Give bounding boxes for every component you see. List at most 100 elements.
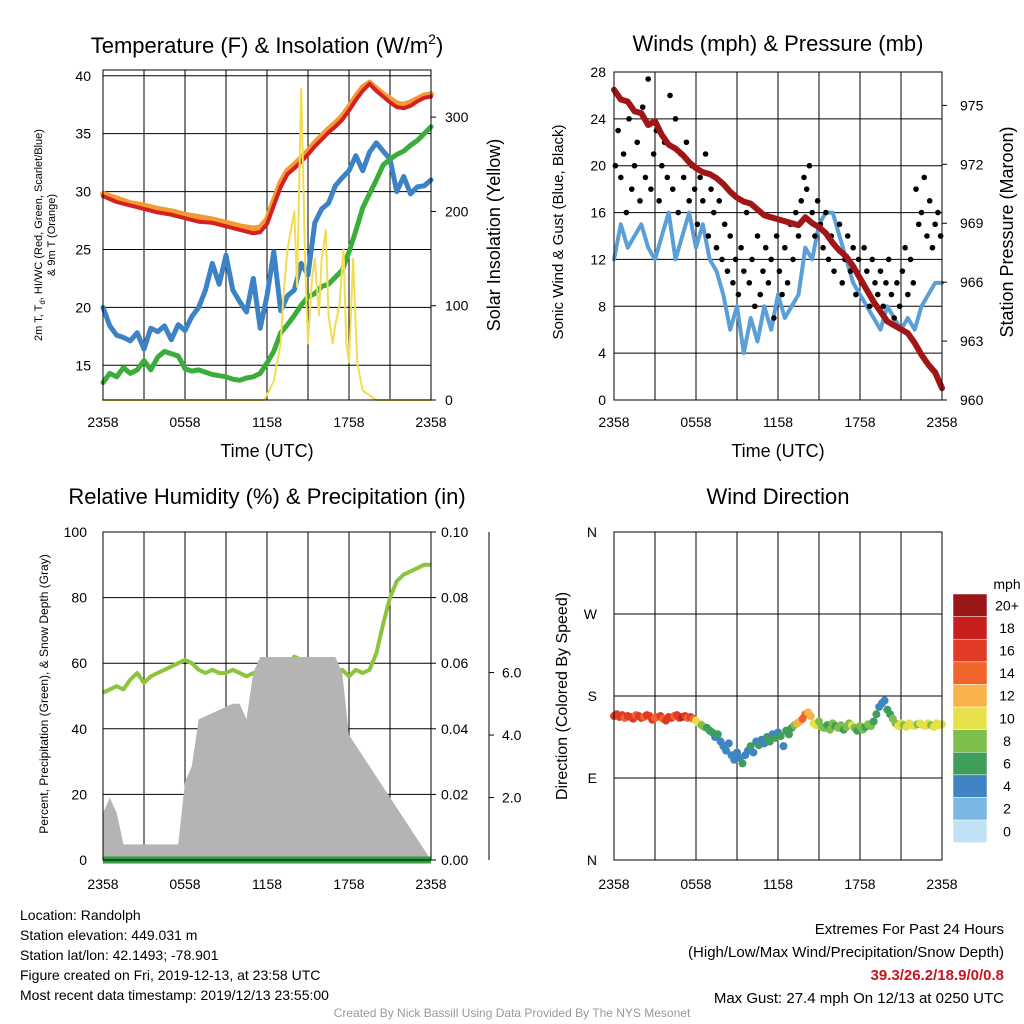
wind-panel: Winds (mph) & Pressure (mb) 0 4 8 12 16 20 24 2…	[550, 31, 1017, 461]
direction-point	[713, 730, 722, 739]
gust-point	[872, 280, 878, 286]
gust-point	[812, 233, 818, 239]
gust-point	[634, 139, 641, 146]
y2-tick-label: 200	[445, 203, 469, 219]
gust-point	[926, 198, 933, 204]
gust-point	[929, 244, 936, 251]
snow-tick-label: 2.0	[502, 790, 522, 806]
x-tick-label: 2358	[598, 876, 629, 892]
gust-point	[880, 303, 887, 310]
gust-point	[612, 162, 619, 169]
x-tick-label: 2358	[598, 414, 629, 430]
gust-point	[792, 209, 799, 216]
gust-point	[896, 303, 903, 310]
gust-point	[861, 244, 867, 251]
direction-point	[776, 732, 785, 741]
dir-gridlines	[614, 531, 942, 861]
y-tick-label: 80	[71, 590, 87, 606]
x-tick-label: 1158	[763, 876, 793, 892]
x-tick-label: 1758	[333, 876, 364, 892]
direction-point	[872, 710, 881, 719]
gust-point	[700, 198, 706, 204]
gust-point	[814, 198, 821, 204]
gust-point	[935, 209, 941, 216]
temp-ylabel-left: 2m T, Td, HI/WC (Red, Green, Scarlet/Blu…	[33, 129, 47, 341]
y-tick-label: W	[584, 606, 598, 622]
y-tick-label: N	[587, 852, 597, 868]
gust-point	[626, 116, 632, 122]
y-tick-label: 24	[590, 111, 606, 127]
gust-point	[623, 209, 630, 216]
gust-point	[650, 151, 657, 157]
rh-plot-frame	[102, 531, 432, 861]
wind-ylabel-left: Sonic Wind & Gust (Blue, Black)	[550, 124, 567, 339]
y-tick-label: 4	[598, 345, 606, 361]
gust-point	[831, 268, 837, 274]
colorbar-label: 10	[999, 710, 1015, 726]
colorbar-swatch	[952, 774, 988, 798]
direction-point	[746, 742, 755, 751]
y-tick-label: 100	[64, 524, 88, 540]
gust-point	[757, 291, 764, 298]
gust-point	[724, 268, 731, 274]
temp9m-line	[100, 79, 434, 232]
temp-series-group	[100, 79, 434, 401]
gust-point	[697, 174, 703, 181]
direction-point	[880, 696, 889, 705]
gust-point	[667, 92, 673, 99]
dir-panel-title: Wind Direction	[706, 484, 849, 509]
snow-tick-label: 4.0	[502, 727, 522, 743]
gust-point	[803, 186, 810, 192]
gust-point	[910, 280, 917, 286]
rh-panel: Relative Humidity (%) & Precipitation (i…	[37, 484, 522, 892]
y2-tick-label: 300	[445, 109, 469, 125]
gust-point	[618, 174, 624, 181]
gust-point	[664, 174, 671, 181]
gust-point	[877, 268, 884, 274]
station-info: Location: Randolph Station elevation: 44…	[20, 905, 329, 1005]
gust-point	[773, 233, 780, 239]
gust-point	[710, 209, 717, 216]
y-tick-label: S	[588, 688, 597, 704]
gust-point	[853, 291, 859, 298]
gust-point	[680, 174, 687, 181]
colorbar-swatch	[952, 706, 988, 730]
dir-plot-frame	[613, 531, 943, 861]
gust-point	[771, 315, 777, 321]
y-tick-label: 30	[75, 184, 91, 200]
gust-point	[694, 221, 701, 228]
y-tick-label: 20	[75, 299, 91, 315]
gust-point	[749, 256, 755, 263]
gust-point	[645, 76, 651, 82]
colorbar-swatch	[952, 661, 988, 685]
rh-tick-labels: 0 20 40 60 80 100 0.00 0.02 0.04 0.06 0.08 0.10 2.0 4…	[64, 524, 522, 892]
y-tick-label: 15	[75, 357, 91, 373]
gust-point	[713, 244, 720, 251]
colorbar-label: 20+	[995, 597, 1019, 613]
y2-tick-label: 100	[445, 298, 469, 314]
x-tick-label: 2358	[415, 414, 446, 430]
gust-point	[885, 256, 892, 263]
y2-tick-label: 972	[960, 156, 984, 172]
gust-point	[850, 244, 856, 251]
dir-series-group	[610, 696, 946, 768]
temp-gridlines	[103, 70, 431, 400]
gust-point	[839, 280, 846, 286]
dir-ylabel-left: Direction (Colored By Speed)	[554, 592, 571, 800]
gust-point	[790, 256, 796, 263]
gust-point	[798, 198, 805, 204]
station-location: Location: Randolph	[20, 907, 141, 923]
gust-point	[907, 256, 914, 263]
gust-point	[836, 221, 843, 228]
direction-point	[749, 748, 758, 757]
wind-panel-title: Winds (mph) & Pressure (mb)	[633, 31, 924, 56]
y2-tick-label: 966	[960, 274, 984, 290]
gust-point	[924, 233, 930, 239]
gust-point	[864, 268, 870, 274]
rh-panel-title: Relative Humidity (%) & Precipitation (i…	[68, 484, 465, 509]
wind-ylabel-right: Station Pressure (Maroon)	[997, 126, 1017, 337]
colorbar-swatch	[952, 593, 988, 617]
gust-point	[735, 291, 742, 298]
y-tick-label: 28	[590, 64, 606, 80]
